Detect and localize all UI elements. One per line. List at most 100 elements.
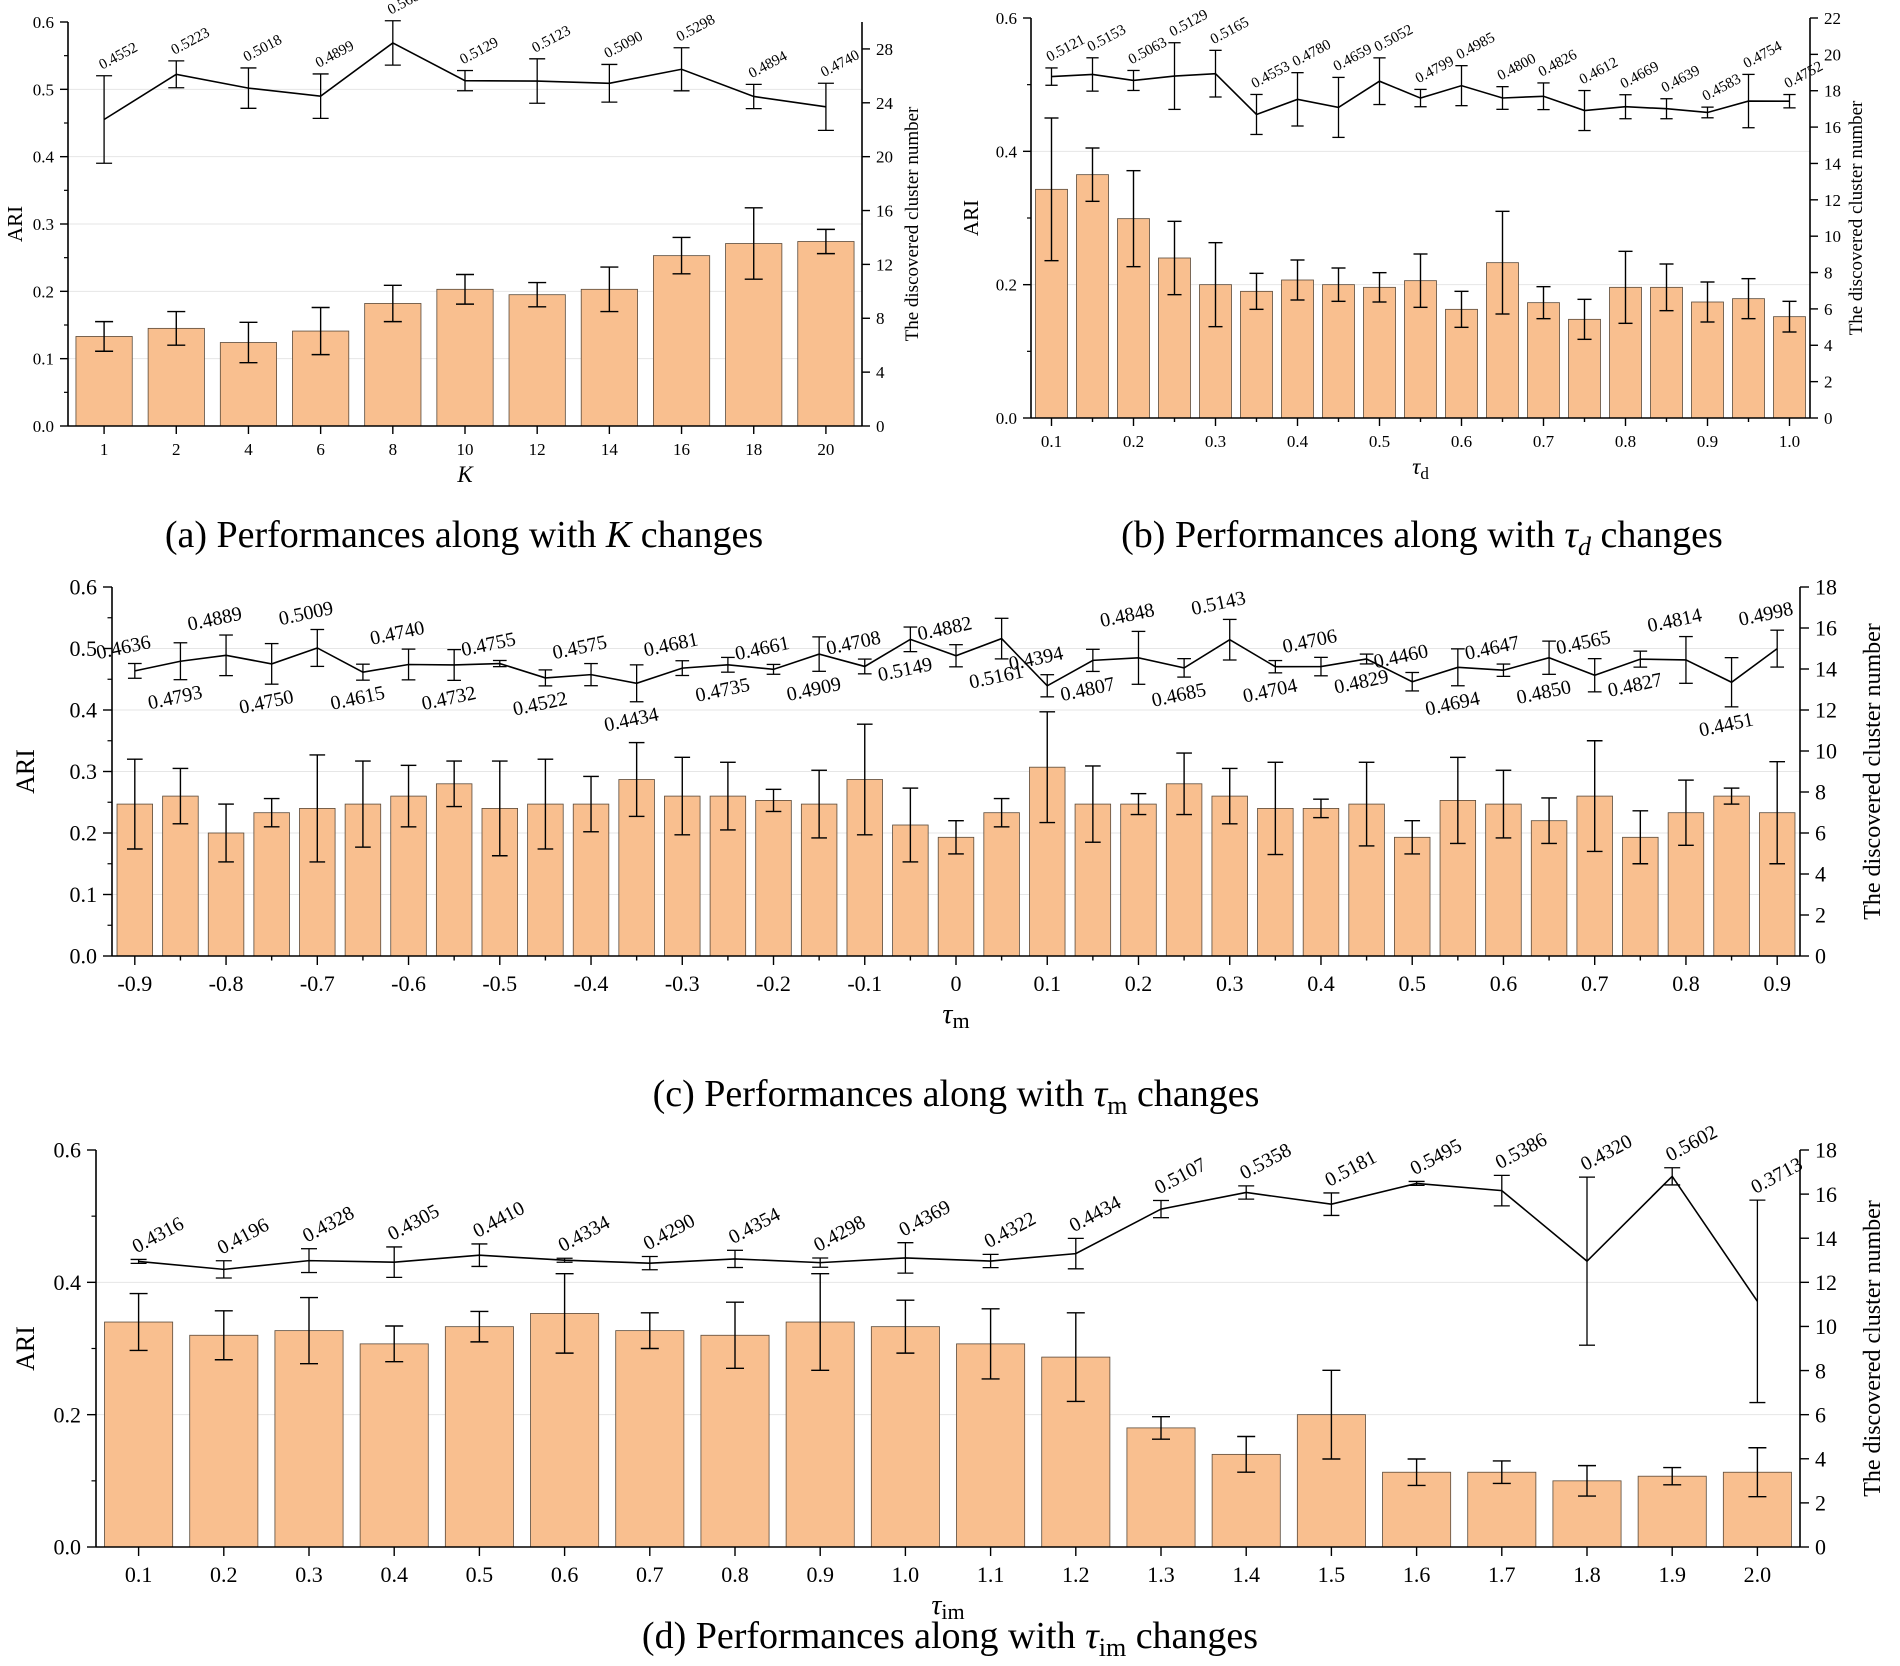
y-tick-label: 0.4 xyxy=(54,1270,82,1295)
line-data-label: 0.5223 xyxy=(169,25,213,58)
line-data-label: 0.5129 xyxy=(457,35,501,68)
y-tick-label: 0.1 xyxy=(70,882,98,907)
line-error xyxy=(1455,65,1468,107)
line-error xyxy=(1268,659,1283,674)
bar-error xyxy=(674,756,691,836)
line-data-label: 0.4740 xyxy=(368,617,426,650)
line-error xyxy=(1359,653,1374,665)
line-data-label: 0.5386 xyxy=(1492,1129,1551,1174)
bar-error xyxy=(126,758,143,850)
line-error xyxy=(1086,57,1099,92)
line-error xyxy=(1450,648,1465,687)
panel-b: 0.51210.51530.50630.51290.51650.45530.47… xyxy=(959,7,1867,561)
bar xyxy=(1302,808,1340,957)
bar-error xyxy=(1578,1464,1596,1497)
bar-error xyxy=(1313,798,1329,819)
y2-tick-label: 12 xyxy=(1824,191,1841,210)
line-error xyxy=(130,1258,147,1265)
series-line xyxy=(138,1175,1759,1302)
bar-error xyxy=(491,760,508,857)
line-data-label: 0.4328 xyxy=(299,1202,358,1247)
x-tick-label: 0.7 xyxy=(636,1562,664,1587)
bar-error xyxy=(1741,277,1756,320)
line-error xyxy=(949,644,963,668)
bar-error xyxy=(1495,210,1510,315)
line-data-label: 0.4793 xyxy=(146,681,204,714)
x-tick-label: 0.2 xyxy=(1123,432,1144,451)
line-data-label: 0.4814 xyxy=(1646,604,1704,637)
bar-error xyxy=(1769,760,1786,865)
line-error xyxy=(1238,1185,1255,1200)
y-tick-label: 0.6 xyxy=(996,9,1017,28)
y-axis-title: ARI xyxy=(11,749,40,794)
bar xyxy=(444,1326,514,1548)
y-tick-label: 0.0 xyxy=(996,409,1017,428)
y-tick-label: 0.1 xyxy=(33,350,54,369)
bar-error xyxy=(1663,1466,1682,1486)
bar-error xyxy=(129,1292,148,1352)
line-error xyxy=(1222,618,1237,661)
line-error xyxy=(1537,82,1550,111)
line-error xyxy=(1493,1174,1510,1207)
bar xyxy=(508,294,566,427)
x-tick-label: 0.9 xyxy=(806,1562,834,1587)
bar-error xyxy=(1586,740,1603,853)
x-tick-label: -0.5 xyxy=(482,971,517,996)
line-data-label: 0.4612 xyxy=(1577,55,1621,88)
bar xyxy=(104,1321,174,1548)
x-tick-label: 0.4 xyxy=(380,1562,408,1587)
line-error xyxy=(721,656,735,673)
x-tick-label: 1.9 xyxy=(1658,1562,1686,1587)
bar-error xyxy=(1632,810,1649,865)
y-tick-label: 0.6 xyxy=(54,1138,82,1163)
x-tick-label: 20 xyxy=(817,440,834,459)
line-error xyxy=(384,20,401,66)
line-data-label: 0.5018 xyxy=(241,32,285,65)
line-error xyxy=(1542,640,1556,675)
line-error xyxy=(1579,1176,1595,1346)
y-tick-label: 0.3 xyxy=(33,215,54,234)
y2-tick-label: 16 xyxy=(1815,616,1837,641)
x-tick-label: 0.8 xyxy=(721,1562,749,1587)
y2-tick-label: 28 xyxy=(876,40,893,59)
x-tick-label: 0.3 xyxy=(1216,971,1244,996)
line-data-label: 0.4669 xyxy=(1618,59,1662,92)
y-tick-label: 0.4 xyxy=(33,148,55,167)
bar-error xyxy=(167,310,186,346)
line-error xyxy=(1405,671,1420,692)
line-error xyxy=(492,659,507,668)
x-tick-label: 0.3 xyxy=(1205,432,1226,451)
bar-error xyxy=(555,1273,574,1354)
y-tick-label: 0.0 xyxy=(70,944,98,969)
line-data-label: 0.4410 xyxy=(469,1197,528,1242)
y-tick-label: 0.0 xyxy=(33,417,54,436)
bar xyxy=(189,1334,259,1548)
x-tick-label: 1.4 xyxy=(1232,1562,1260,1587)
bar-error xyxy=(1495,769,1512,839)
bar xyxy=(937,836,975,957)
line-error xyxy=(982,1253,999,1269)
panel-d: 0.4316 0.4196 0.4328 0.4305 0.4410 0.4334 0.42… xyxy=(11,1121,1886,1662)
line-error xyxy=(356,663,370,681)
bar-error xyxy=(400,764,417,828)
line-error xyxy=(168,60,185,89)
panel-caption: (b) Performances along with τd changes xyxy=(1121,514,1723,561)
y2-tick-label: 18 xyxy=(1815,1138,1837,1163)
x-tick-label: 1.3 xyxy=(1147,1562,1175,1587)
y2-tick-label: 8 xyxy=(1815,780,1826,805)
x-tick-label: 0.7 xyxy=(1581,971,1609,996)
bar xyxy=(1281,279,1314,419)
bar-error xyxy=(446,760,462,808)
bar-error xyxy=(1413,253,1428,309)
bar-error xyxy=(355,760,371,848)
y2-tick-label: 14 xyxy=(1815,1226,1837,1251)
line-error xyxy=(745,83,762,110)
line-error xyxy=(1323,1192,1340,1217)
line-error xyxy=(1587,657,1602,693)
line-data-label: 0.5009 xyxy=(277,597,335,630)
y2-tick-label: 4 xyxy=(1824,336,1833,355)
bar-error xyxy=(1618,250,1633,325)
x-tick-label: 0.9 xyxy=(1763,971,1791,996)
line-data-label: 0.5063 xyxy=(1126,35,1170,68)
y2-tick-label: 0 xyxy=(1815,1535,1826,1560)
